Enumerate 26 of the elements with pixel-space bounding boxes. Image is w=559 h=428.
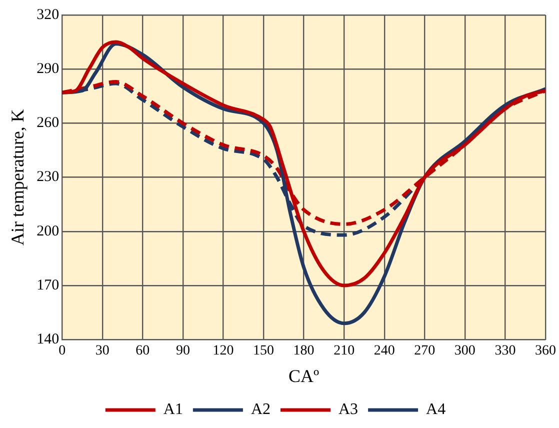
- y-tick-label: 170: [36, 277, 60, 294]
- y-tick-label: 320: [36, 6, 60, 23]
- x-tick-label: 150: [253, 344, 274, 359]
- legend-label: A2: [250, 401, 271, 418]
- y-tick-label: 260: [36, 115, 60, 132]
- x-tick-label: 270: [414, 344, 436, 359]
- x-tick-label: 30: [95, 344, 110, 359]
- x-tick-label: 0: [58, 344, 66, 359]
- y-tick-label: 140: [36, 332, 60, 348]
- x-tick-label: 330: [494, 344, 516, 359]
- x-tick-label: 360: [535, 344, 556, 359]
- x-tick-label: 180: [293, 344, 314, 359]
- x-tick-label: 240: [374, 344, 395, 359]
- x-tick-label: 120: [212, 344, 234, 359]
- x-tick-label: 60: [136, 344, 150, 359]
- x-tick-label: 90: [176, 344, 190, 359]
- y-tick-label: 200: [36, 223, 60, 240]
- y-tick-label: 230: [36, 169, 60, 186]
- x-tick-label: 300: [454, 344, 476, 359]
- y-axis-title: Air temperature, K: [8, 109, 28, 246]
- x-axis-title: CAº: [288, 366, 320, 386]
- y-tick-label: 290: [36, 61, 60, 78]
- x-tick-label: 210: [334, 344, 355, 359]
- legend-label: A4: [426, 401, 446, 418]
- legend-label: A1: [163, 401, 183, 418]
- legend-label: A3: [338, 401, 358, 418]
